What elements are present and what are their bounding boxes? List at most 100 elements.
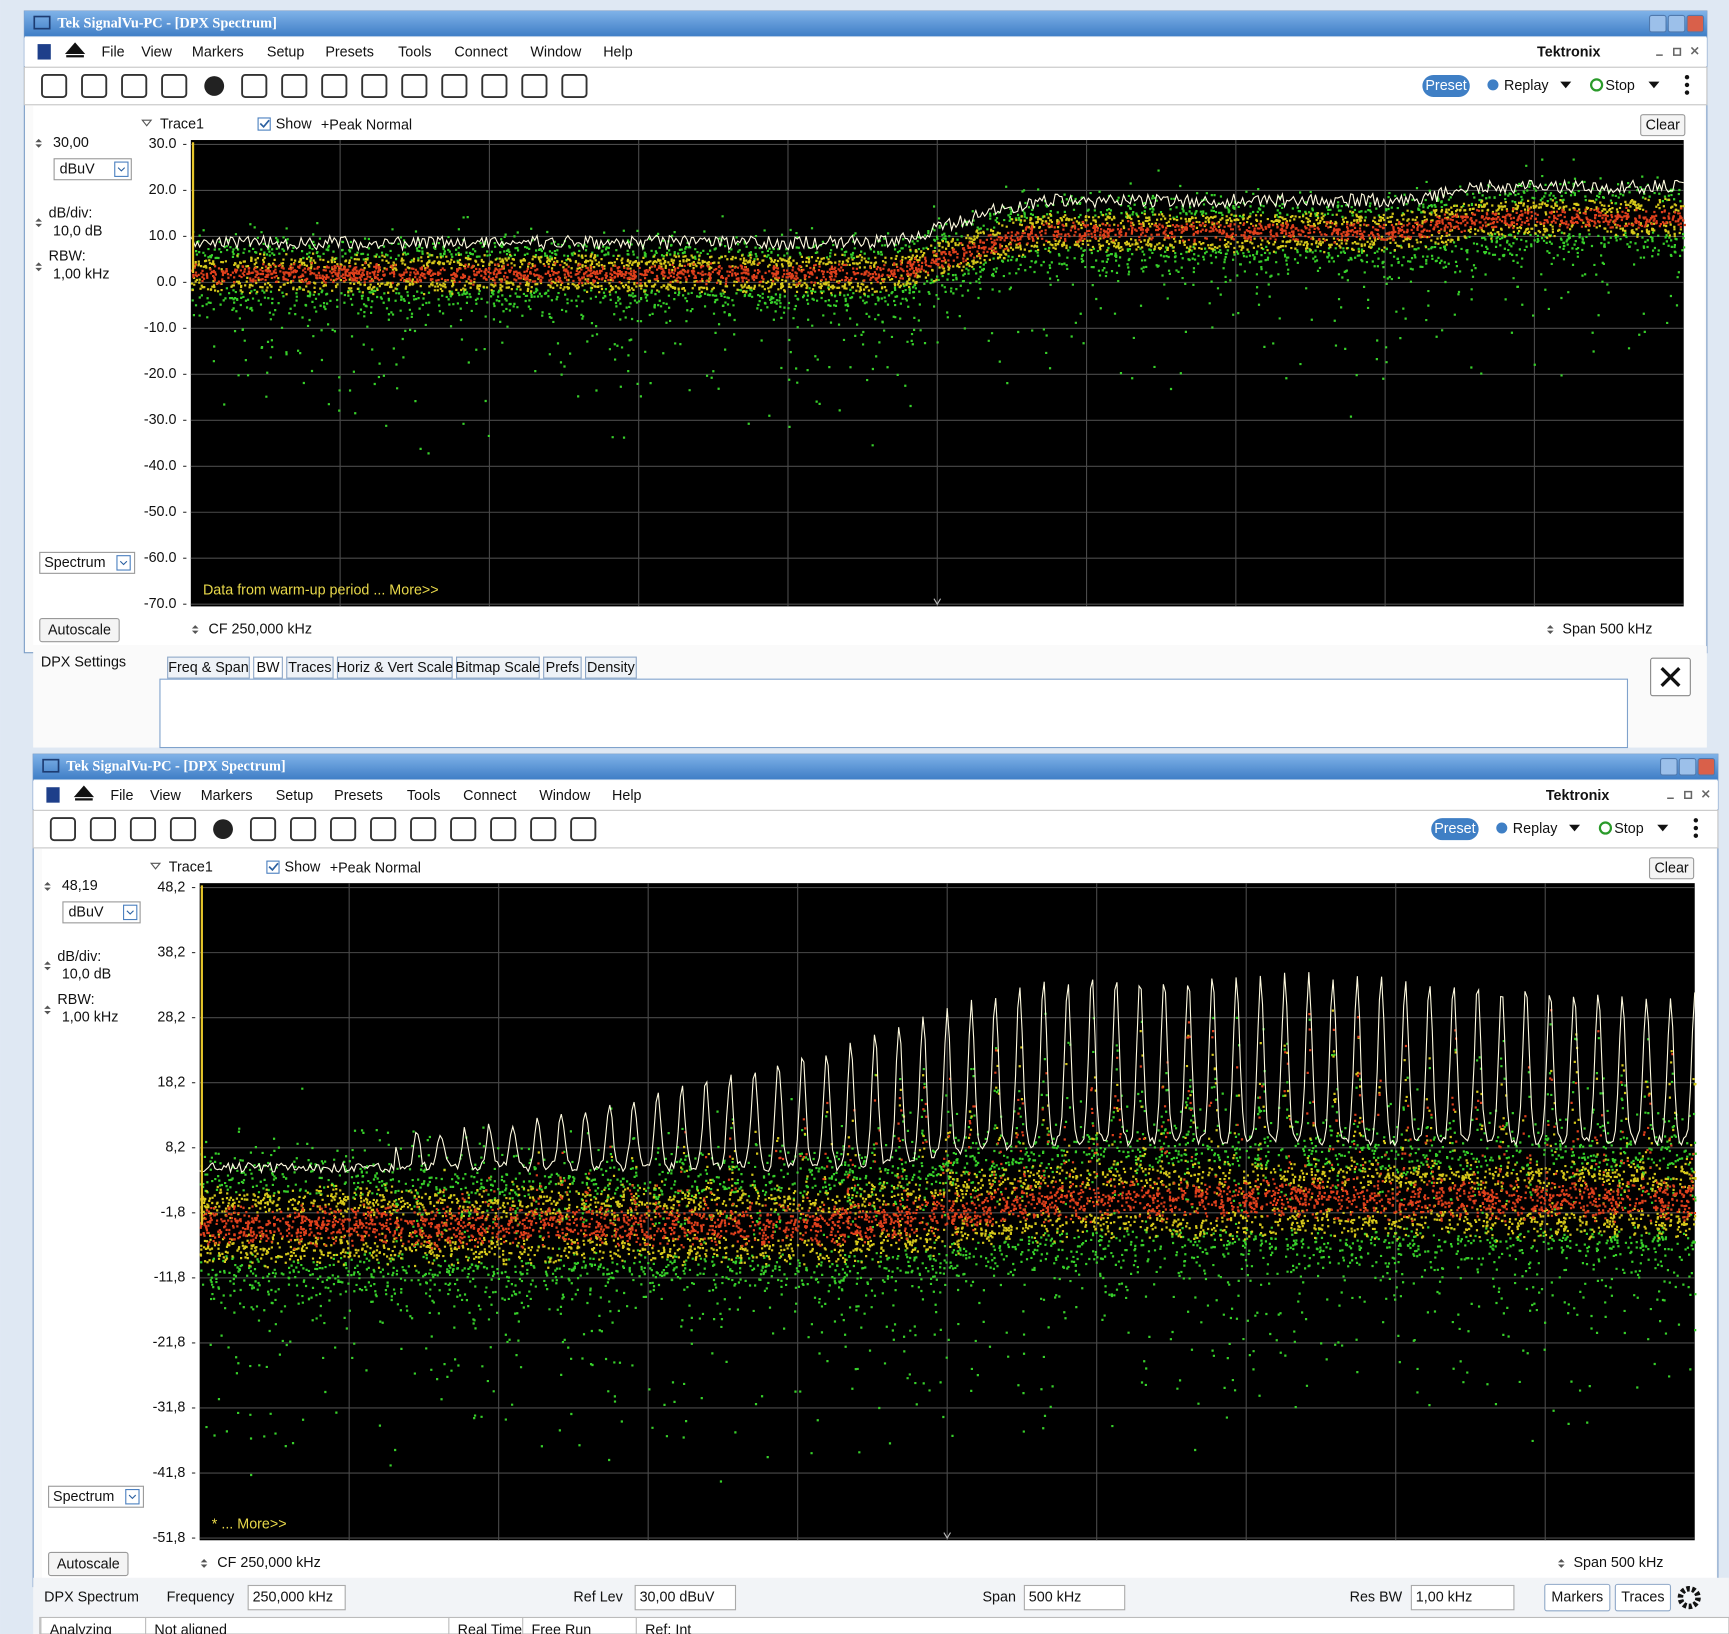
menu-item[interactable]: View [150,788,181,804]
y-tick-label: 18,2 [157,1074,185,1090]
preset-label: Preset [1425,78,1466,94]
replay-dot [1487,79,1498,90]
status-field-label: Ref Lev [573,1589,623,1605]
window-close[interactable] [1698,759,1715,776]
menu-item[interactable]: Markers [192,45,244,61]
status-field-label: Res BW [1350,1589,1403,1605]
rbw-label: RBW: [49,249,86,265]
y-tick-label: -31,8 [153,1400,186,1416]
menu-item[interactable]: Window [539,788,591,804]
settings-tab-label[interactable]: Bitmap Scale [456,660,540,676]
title-bar [33,754,1718,779]
menu-item[interactable]: Connect [454,45,507,61]
replay-button[interactable]: Replay [1504,78,1549,94]
more-menu[interactable] [1685,75,1689,79]
toolbar-icon[interactable] [204,76,224,96]
plot-note[interactable]: Data from warm-up period ... More>> [203,583,439,599]
detection-mode: +Peak Normal [330,861,421,877]
status-button-label[interactable]: Traces [1621,1589,1664,1605]
status-field-label: Frequency [167,1589,236,1605]
menu-item[interactable]: Help [612,788,641,804]
center-frequency: CF 250,000 kHz [208,621,312,637]
more-menu[interactable] [1685,83,1689,87]
status-field-value[interactable]: 500 kHz [1029,1589,1082,1605]
unit-value: dBuV [60,162,95,178]
window-minimize[interactable] [1650,15,1667,32]
window-close[interactable] [1687,15,1704,32]
unit-dropdown[interactable] [115,162,128,176]
menu-item[interactable]: Setup [267,45,304,61]
state-cell: Not aligned [154,1622,227,1634]
status-field-value[interactable]: 1,00 kHz [1416,1589,1473,1605]
display-value: Spectrum [44,555,105,571]
y-tick-label: 38,2 [157,944,185,960]
menu-item[interactable]: View [141,45,172,61]
toolbar-icon[interactable] [213,819,233,839]
preset-label: Preset [1434,821,1475,837]
window-minimize[interactable] [1661,759,1678,776]
state-cell: Free Run [532,1622,592,1634]
show-label: Show [276,116,312,132]
state-strip [40,1617,1729,1634]
display-dropdown[interactable] [126,1490,139,1504]
app-window: Tek SignalVu-PC - [DPX Spectrum]FileView… [24,11,1707,653]
menu-item[interactable]: Window [530,45,582,61]
y-tick-label: 0.0 [157,274,177,290]
menu-item[interactable]: Help [603,45,632,61]
show-label: Show [285,859,321,875]
settings-panel: DPX Settings Freq & Span BW Traces Horiz & V… [33,646,1707,747]
status-field-value[interactable]: 250,000 kHz [253,1589,333,1605]
unit-dropdown[interactable] [124,905,137,919]
menu-item[interactable]: Setup [276,788,313,804]
status-field-value[interactable]: 30,00 dBuV [640,1589,715,1605]
trace-name: Trace1 [160,116,204,132]
brand-logo: Tektronix [1546,788,1609,804]
window-restore[interactable] [1679,759,1696,776]
state-cell: Ref: Int [645,1622,691,1634]
status-view: DPX Spectrum [44,1589,139,1605]
display-dropdown[interactable] [117,556,130,570]
more-menu[interactable] [1694,826,1698,830]
y-tick-label: -60.0 [144,550,177,566]
menu-item[interactable]: Tools [407,788,440,804]
autoscale-label: Autoscale [48,622,111,638]
settings-tab-label[interactable]: Density [587,660,636,676]
more-menu[interactable] [1685,90,1689,94]
stop-button[interactable]: Stop [1605,78,1635,94]
status-button-label[interactable]: Markers [1551,1589,1603,1605]
status-field-label: Span [982,1589,1015,1605]
settings-tab-label[interactable]: BW [256,660,280,676]
app-menu-icon[interactable] [46,787,59,802]
y-tick-label: 20.0 [149,182,177,198]
replay-button[interactable]: Replay [1513,821,1558,837]
trace-name: Trace1 [169,859,213,875]
more-menu[interactable] [1694,834,1698,838]
app-menu-icon[interactable] [38,44,51,59]
settings-label: DPX Settings [41,654,126,670]
settings-tab-label[interactable]: Prefs [546,660,579,676]
stop-button[interactable]: Stop [1614,821,1644,837]
plot-note[interactable]: * ... More>> [212,1517,287,1533]
app-window: Tek SignalVu-PC - [DPX Spectrum] File View… [33,754,1718,1586]
menu-item[interactable]: Markers [201,788,253,804]
menu-item[interactable]: File [102,45,125,61]
more-menu[interactable] [1694,818,1698,822]
menu-item[interactable]: Presets [325,45,374,61]
y-tick-label: -10.0 [144,320,177,336]
menu-item[interactable]: Connect [463,788,516,804]
menu-item[interactable]: Tools [398,45,431,61]
settings-tab-label[interactable]: Horiz & Vert Scale [337,660,453,676]
ref-level: 30,00 [53,135,89,151]
settings-content [160,679,1628,747]
screen: Tek SignalVu-PC - [DPX Spectrum] File View… [0,0,1729,1634]
menu-item[interactable]: Presets [334,788,383,804]
y-tick-label: -50.0 [144,504,177,520]
window-title: Tek SignalVu-PC - [DPX Spectrum] [66,759,285,775]
rbw-value: 1,00 kHz [62,1009,119,1025]
menu-item[interactable]: File [110,788,133,804]
settings-tab-label[interactable]: Freq & Span [168,660,248,676]
window-restore[interactable] [1668,15,1685,32]
page: Tek SignalVu-PC - [DPX Spectrum] File View… [0,0,1729,1634]
status-bar: DPX Spectrum Frequency 250,000 kHz Ref Lev 3… [33,1578,1729,1634]
settings-tab-label[interactable]: Traces [288,660,331,676]
